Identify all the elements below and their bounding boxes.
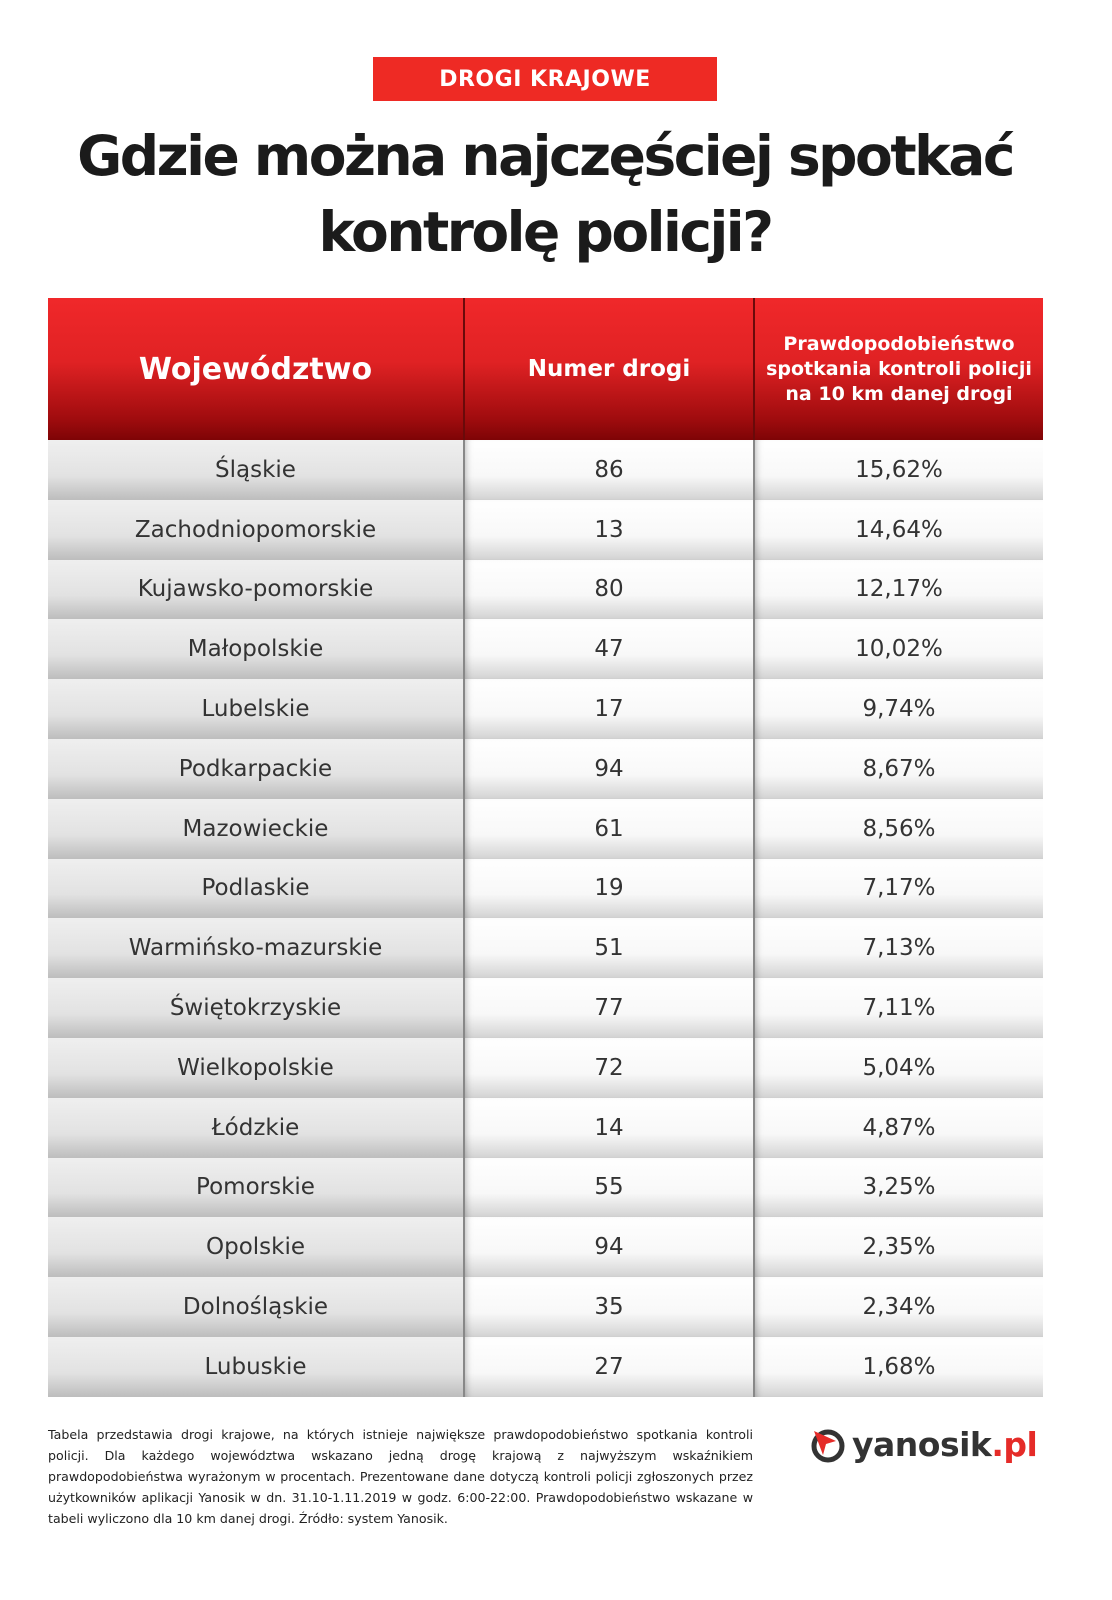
table-row: Opolskie 94 2,35% — [48, 1217, 1043, 1278]
cell-voivodeship: Dolnośląskie — [48, 1277, 465, 1337]
cell-road-number: 86 — [465, 440, 755, 500]
cell-probability: 3,25% — [755, 1157, 1043, 1218]
cell-probability: 1,68% — [755, 1336, 1043, 1397]
table-row: Małopolskie 47 10,02% — [48, 619, 1043, 680]
table-row: Lubuskie 27 1,68% — [48, 1336, 1043, 1397]
cell-road-number: 94 — [465, 1217, 755, 1278]
cell-probability: 8,67% — [755, 738, 1043, 799]
table-row: Łódzkie 14 4,87% — [48, 1097, 1043, 1158]
cell-probability: 15,62% — [755, 440, 1043, 500]
cell-voivodeship: Pomorskie — [48, 1157, 465, 1218]
cell-probability: 8,56% — [755, 798, 1043, 859]
cell-road-number: 17 — [465, 679, 755, 739]
table-row: Lubelskie 17 9,74% — [48, 679, 1043, 739]
cell-probability: 2,35% — [755, 1217, 1043, 1278]
cell-probability: 7,11% — [755, 978, 1043, 1038]
cell-probability: 7,17% — [755, 858, 1043, 919]
cell-voivodeship: Podkarpackie — [48, 738, 465, 799]
title-line-2: kontrolę policji? — [318, 200, 774, 264]
cell-road-number: 94 — [465, 738, 755, 799]
table-row: Pomorskie 55 3,25% — [48, 1157, 1043, 1218]
cell-voivodeship: Wielkopolskie — [48, 1037, 465, 1098]
cell-voivodeship: Świętokrzyskie — [48, 978, 465, 1038]
cell-probability: 4,87% — [755, 1097, 1043, 1158]
cell-voivodeship: Opolskie — [48, 1217, 465, 1278]
table-row: Podlaskie 19 7,17% — [48, 858, 1043, 919]
cell-voivodeship: Łódzkie — [48, 1097, 465, 1158]
header-voivodeship: Województwo — [48, 298, 465, 440]
cell-voivodeship: Lubuskie — [48, 1336, 465, 1397]
table-row: Warmińsko-mazurskie 51 7,13% — [48, 918, 1043, 979]
cell-probability: 2,34% — [755, 1277, 1043, 1337]
cell-probability: 7,13% — [755, 918, 1043, 979]
cell-probability: 9,74% — [755, 679, 1043, 739]
title-line-1: Gdzie można najczęściej spotkać — [77, 124, 1015, 188]
table-header: Województwo Numer drogi Prawdopodobieńst… — [48, 298, 1043, 440]
logo-tld: .pl — [991, 1425, 1038, 1464]
cell-road-number: 61 — [465, 798, 755, 859]
cell-probability: 5,04% — [755, 1037, 1043, 1098]
cell-road-number: 27 — [465, 1336, 755, 1397]
cell-voivodeship: Zachodniopomorskie — [48, 499, 465, 560]
cell-road-number: 47 — [465, 619, 755, 680]
table-row: Mazowieckie 61 8,56% — [48, 798, 1043, 859]
cell-voivodeship: Lubelskie — [48, 679, 465, 739]
yanosik-logo: yanosik.pl — [810, 1425, 1038, 1464]
cell-probability: 14,64% — [755, 499, 1043, 560]
table-row: Kujawsko-pomorskie 80 12,17% — [48, 559, 1043, 620]
cell-voivodeship: Kujawsko-pomorskie — [48, 559, 465, 620]
cell-probability: 10,02% — [755, 619, 1043, 680]
cell-voivodeship: Warmińsko-mazurskie — [48, 918, 465, 979]
cell-road-number: 14 — [465, 1097, 755, 1158]
header-road-number: Numer drogi — [465, 298, 755, 440]
table-row: Świętokrzyskie 77 7,11% — [48, 978, 1043, 1038]
table-row: Dolnośląskie 35 2,34% — [48, 1277, 1043, 1337]
table-row: Podkarpackie 94 8,67% — [48, 738, 1043, 799]
cell-road-number: 77 — [465, 978, 755, 1038]
cell-road-number: 19 — [465, 858, 755, 919]
yanosik-logo-icon — [811, 1429, 845, 1462]
cell-voivodeship: Podlaskie — [48, 858, 465, 919]
cell-road-number: 80 — [465, 559, 755, 620]
logo-name: yanosik — [852, 1425, 992, 1464]
cell-voivodeship: Małopolskie — [48, 619, 465, 680]
cell-probability: 12,17% — [755, 559, 1043, 620]
cell-road-number: 13 — [465, 499, 755, 560]
table-row: Zachodniopomorskie 13 14,64% — [48, 499, 1043, 560]
header-probability: Prawdopodobieństwo spotkania kontroli po… — [755, 298, 1043, 440]
category-badge: DROGI KRAJOWE — [373, 57, 717, 101]
cell-voivodeship: Mazowieckie — [48, 798, 465, 859]
table-row: Wielkopolskie 72 5,04% — [48, 1037, 1043, 1098]
page-title: Gdzie można najczęściej spotkać kontrolę… — [0, 118, 1090, 270]
footnote: Tabela przedstawia drogi krajowe, na któ… — [48, 1427, 753, 1526]
table-row: Śląskie 86 15,62% — [48, 440, 1043, 500]
cell-road-number: 72 — [465, 1037, 755, 1098]
cell-road-number: 35 — [465, 1277, 755, 1337]
cell-voivodeship: Śląskie — [48, 440, 465, 500]
data-table: Województwo Numer drogi Prawdopodobieńst… — [48, 298, 1043, 1397]
cell-road-number: 51 — [465, 918, 755, 979]
cell-road-number: 55 — [465, 1157, 755, 1218]
